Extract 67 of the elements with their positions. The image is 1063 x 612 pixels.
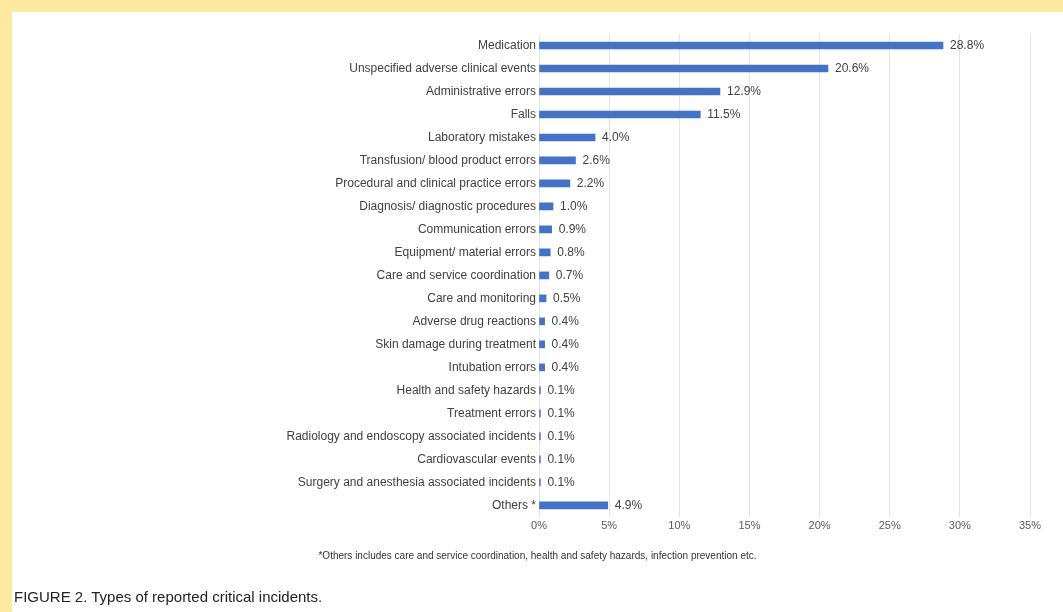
- y-tick-label: Skin damage during treatment: [375, 336, 537, 351]
- bar: [539, 501, 609, 510]
- data-label: 0.7%: [555, 267, 584, 282]
- y-tick-label: Care and service coordination: [376, 267, 536, 282]
- x-tick-label: 25%: [878, 519, 901, 532]
- y-tick-label: Procedural and clinical practice errors: [335, 175, 536, 190]
- y-tick-label: Medication: [477, 37, 536, 52]
- data-label: 0.4%: [551, 313, 580, 328]
- y-tick-label: Care and monitoring: [427, 290, 536, 305]
- data-label: 20.6%: [834, 60, 870, 75]
- data-label: 0.5%: [553, 290, 581, 305]
- data-label: 0.1%: [547, 474, 576, 489]
- x-tick-label: 30%: [948, 519, 972, 532]
- y-tick-label: Intubation errors: [448, 359, 536, 374]
- bar: [539, 225, 552, 234]
- bar: [539, 248, 551, 257]
- data-label: 0.4%: [551, 359, 580, 374]
- data-label: 12.9%: [726, 83, 762, 98]
- data-label: 0.4%: [551, 336, 580, 351]
- x-tick-label: 10%: [668, 519, 691, 532]
- bar: [539, 363, 545, 372]
- y-tick-label: Transfusion/ blood product errors: [359, 152, 536, 167]
- y-tick-label: Health and safety hazards: [396, 382, 536, 397]
- data-label: 28.8%: [950, 37, 985, 52]
- data-label: 11.5%: [707, 106, 741, 121]
- bar: [539, 179, 571, 188]
- y-tick-label: Treatment errors: [447, 405, 536, 420]
- bar: [539, 64, 829, 73]
- y-tick-label: Laboratory mistakes: [427, 129, 536, 144]
- bar: [539, 340, 545, 349]
- bar: [539, 110, 701, 119]
- y-tick-label: Communication errors: [417, 221, 536, 236]
- y-tick-label: Equipment/ material errors: [394, 244, 536, 259]
- data-label: 0.8%: [557, 244, 585, 259]
- data-label: 0.9%: [558, 221, 587, 236]
- x-tick-label: 20%: [808, 519, 831, 532]
- bar: [539, 41, 944, 50]
- data-label: 4.9%: [614, 497, 643, 512]
- x-tick-label: 15%: [738, 519, 761, 532]
- bar: [539, 317, 545, 326]
- y-tick-label: Adverse drug reactions: [412, 313, 536, 328]
- data-label: 0.1%: [547, 451, 576, 466]
- data-label: 2.2%: [576, 175, 605, 190]
- x-tick-label: 0%: [531, 519, 548, 532]
- y-tick-label: Surgery and anesthesia associated incidents: [297, 474, 536, 489]
- bar: [539, 133, 596, 142]
- data-label: 0.1%: [547, 428, 576, 443]
- data-label: 2.6%: [582, 152, 611, 167]
- text: FIGURE 2. Types of reported critical incidents.: [14, 588, 323, 605]
- bar: [539, 156, 576, 165]
- x-tick-label: 5%: [601, 519, 618, 532]
- bar: [539, 87, 721, 96]
- y-tick-label: Diagnosis/ diagnostic procedures: [359, 198, 536, 213]
- y-tick-label: Cardiovascular events: [417, 451, 536, 466]
- text: *Others includes care and service coordination, health and safety hazards, infection prevention etc.: [317, 550, 758, 561]
- bar: [539, 202, 554, 211]
- data-label: 1.0%: [560, 198, 588, 213]
- data-label: 0.1%: [547, 382, 576, 397]
- x-tick-label: 35%: [1018, 519, 1042, 532]
- data-label: 0.1%: [547, 405, 576, 420]
- y-tick-label: Falls: [510, 106, 536, 121]
- y-tick-label: Unspecified adverse clinical events: [349, 60, 536, 75]
- y-tick-label: Others *: [491, 497, 537, 512]
- y-tick-label: Administrative errors: [425, 83, 536, 98]
- data-label: 4.0%: [602, 129, 630, 144]
- bar: [539, 271, 550, 280]
- y-tick-label: Radiology and endoscopy associated incidents: [286, 428, 536, 443]
